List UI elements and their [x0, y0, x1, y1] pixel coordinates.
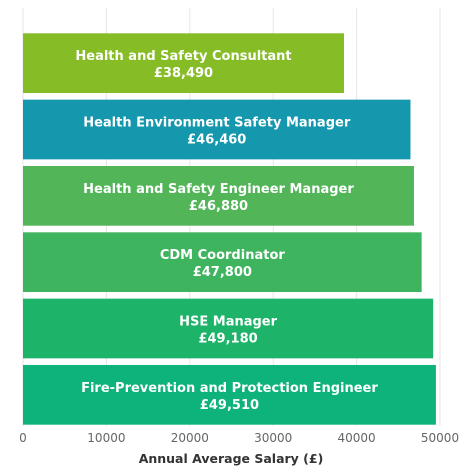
bar-category-label-0: Health and Safety Consultant: [75, 49, 291, 64]
bar-value-label-3: £47,800: [193, 265, 252, 280]
x-tick-label-3: 30000: [254, 431, 292, 445]
bar-0: [23, 33, 345, 94]
x-tick-label-4: 40000: [338, 431, 376, 445]
bar-category-label-2: Health and Safety Engineer Manager: [83, 182, 354, 197]
x-tick-label-0: 0: [19, 431, 27, 445]
x-tick-label-5: 50000: [421, 431, 459, 445]
bar-value-label-5: £49,510: [200, 398, 259, 413]
bar-value-label-4: £49,180: [198, 332, 257, 347]
x-tick-label-1: 10000: [87, 431, 125, 445]
bar-value-label-0: £38,490: [154, 66, 213, 81]
bar-value-label-1: £46,460: [187, 133, 246, 148]
bar-5: [23, 364, 436, 425]
bar-1: [23, 99, 411, 160]
bar-category-label-5: Fire-Prevention and Protection Engineer: [81, 381, 378, 396]
bar-3: [23, 232, 422, 293]
x-axis-ticks: 0 10000 20000 30000 40000 50000: [19, 431, 459, 445]
bar-category-label-4: HSE Manager: [179, 315, 278, 330]
x-axis-title: Annual Average Salary (£): [139, 451, 324, 466]
bar-2: [23, 165, 414, 226]
bar-value-label-2: £46,880: [189, 199, 248, 214]
bar-category-label-1: Health Environment Safety Manager: [83, 116, 351, 131]
bar-4: [23, 298, 434, 359]
bar-category-label-3: CDM Coordinator: [160, 248, 286, 263]
bars: Health and Safety Consultant £38,490 Healt…: [23, 33, 436, 425]
x-tick-label-2: 20000: [171, 431, 209, 445]
